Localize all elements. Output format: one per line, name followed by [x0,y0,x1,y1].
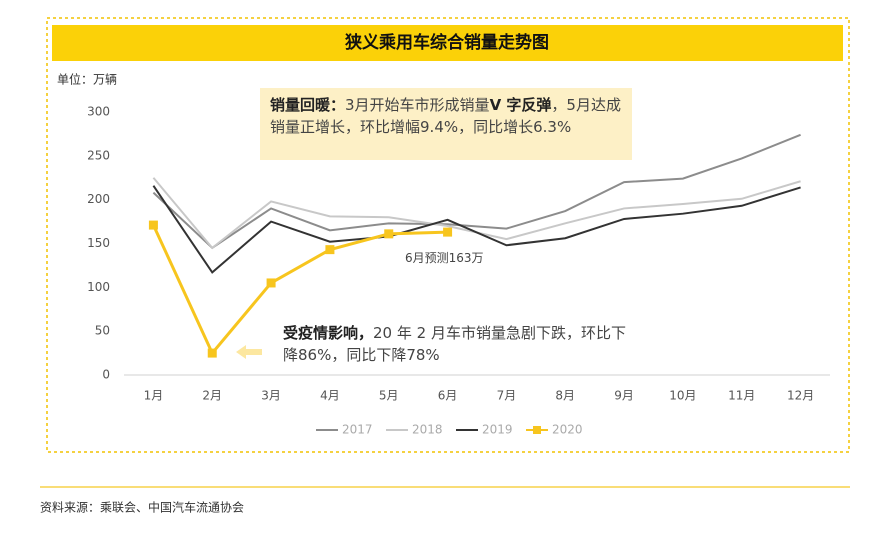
point [266,278,276,288]
series-line [152,133,801,250]
annotation-text: 受疫情影响， [283,324,374,342]
point [148,220,158,230]
annotation-box [260,88,632,160]
y-tick-label: 0 [102,368,110,382]
y-tick-label: 50 [95,324,110,338]
x-tick-label: 6月 [438,389,458,403]
point [207,348,217,358]
x-tick-label: 10月 [669,389,696,403]
annotation-text: 销量回暖： [270,96,346,114]
point [443,227,453,237]
y-tick-label: 100 [87,280,110,294]
y-axis-label: 单位：万辆 [57,72,117,87]
series-line [152,185,801,274]
x-tick-label: 9月 [614,389,634,403]
x-tick-label: 5月 [379,389,399,403]
legend-label: 2020 [552,423,583,437]
chart-title: 狭义乘用车综合销量走势图 [344,32,549,53]
y-tick-label: 200 [87,192,110,206]
x-tick-label: 3月 [261,389,281,403]
annotation: 受疫情影响，20 年 2 月车市销量急剧下跌，环比下降86%，同比下降78% [283,322,633,366]
x-tick-label: 7月 [497,389,517,403]
x-tick-label: 11月 [728,389,755,403]
point [325,245,335,255]
annotation-text: 3月开始车市形成销量 [345,96,490,114]
x-tick-label: 2月 [202,389,222,403]
annotation: 销量回暖：3月开始车市形成销量V 字反弹，5月达成销量正增长，环比增幅9.4%，… [270,94,626,138]
y-tick-label: 150 [87,236,110,250]
annotation-text: ，5月达成销量正增长，环比增幅9.4%，同比增长6.3% [270,96,621,136]
legend-marker [533,426,541,434]
annotation-text: V 字反弹 [489,96,552,114]
x-tick-label: 4月 [320,389,340,403]
legend-label: 2018 [412,423,443,437]
x-tick-label: 12月 [787,389,814,403]
source: 资料来源：乘联会、中国汽车流通协会 [40,500,244,515]
annotation-text: 20 年 2 月车市销量急剧下跌，环比下降86%，同比下降78% [283,324,626,364]
y-tick-label: 250 [87,148,110,162]
y-tick-label: 300 [87,105,110,119]
x-tick-label: 8月 [555,389,575,403]
title-bar [52,25,843,61]
series-line [152,177,801,250]
annotation: 6月预测163万 [405,247,484,269]
annotation-text: 6月预测163万 [405,251,484,265]
x-tick-label: 1月 [144,389,164,403]
series-line [152,224,448,356]
legend-label: 2019 [482,423,513,437]
arrow-icon [236,345,262,359]
legend-label: 2017 [342,423,373,437]
point [384,229,394,239]
